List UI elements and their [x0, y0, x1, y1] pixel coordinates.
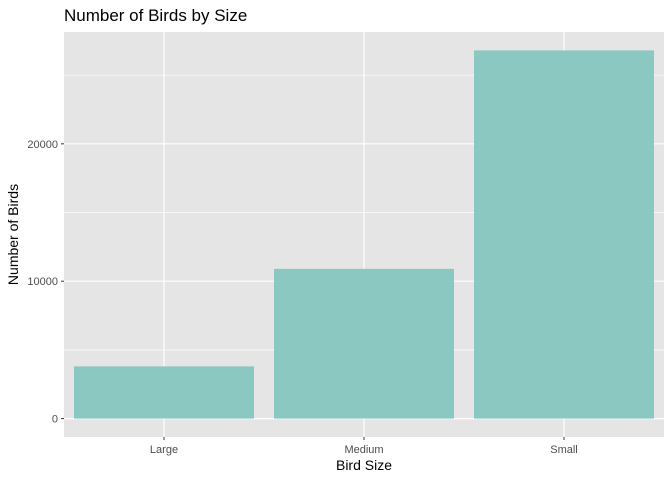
x-axis-ticks: Large Medium Small [150, 437, 578, 456]
y-tick-label: 10000 [27, 276, 58, 288]
x-tick-label: Small [550, 444, 578, 456]
bars [74, 50, 654, 419]
chart-title: Number of Birds by Size [64, 6, 247, 25]
x-tick-label: Large [150, 444, 178, 456]
x-axis-title: Bird Size [336, 457, 392, 473]
x-tick-label: Medium [344, 444, 383, 456]
y-axis-title: Number of Birds [5, 184, 21, 285]
bar-small [474, 50, 654, 419]
bar-medium [274, 268, 454, 419]
y-tick-label: 20000 [27, 139, 58, 151]
bar-large [74, 366, 254, 419]
y-axis-ticks: 0 10000 20000 [27, 139, 64, 426]
y-tick-label: 0 [52, 414, 58, 426]
